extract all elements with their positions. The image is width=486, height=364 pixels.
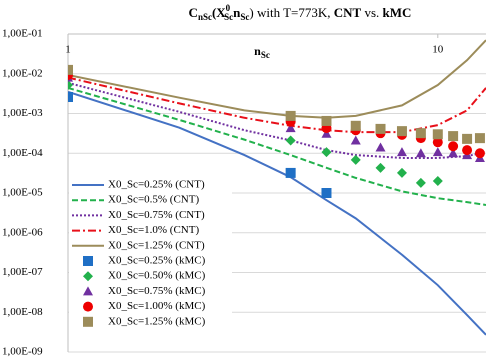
marker: [432, 129, 443, 140]
marker: [83, 271, 93, 282]
marker: [462, 133, 473, 144]
legend-label: X0_Sc=0.50% (kMC): [108, 270, 206, 282]
y-tick-label: 1,00E-05: [2, 187, 43, 199]
y-tick-label: 1,00E-01: [2, 28, 43, 40]
marker: [350, 135, 361, 145]
marker: [432, 176, 443, 187]
marker: [396, 147, 407, 157]
marker: [350, 154, 361, 165]
marker: [474, 133, 485, 144]
marker: [350, 120, 361, 131]
y-tick-label: 1,00E-09: [2, 346, 43, 358]
marker: [83, 316, 93, 327]
legend-label: X0_Sc=0.75% (CNT): [108, 209, 205, 221]
marker: [375, 162, 386, 173]
marker: [321, 128, 332, 138]
y-tick-label: 1,00E-04: [2, 147, 43, 159]
marker: [448, 148, 459, 158]
x-tick-label: 1: [65, 44, 71, 56]
marker: [285, 135, 296, 146]
marker: [448, 141, 459, 152]
legend-label: X0_Sc=1.0% (CNT): [108, 224, 199, 236]
legend-label: X0_Sc=1.00% (kMC): [108, 300, 206, 312]
marker: [68, 64, 73, 75]
marker: [83, 286, 93, 296]
legend-label: X0_Sc=1.25% (kMC): [108, 315, 206, 327]
marker: [396, 167, 407, 178]
marker: [462, 145, 473, 156]
marker: [321, 147, 332, 158]
marker: [285, 123, 296, 133]
line-series: [68, 39, 486, 119]
y-tick-label: 1,00E-06: [2, 226, 43, 238]
marker: [448, 131, 459, 142]
line-series: [68, 76, 486, 134]
legend-label: X0_Sc=0.5% (CNT): [108, 194, 199, 206]
line-series: [68, 90, 486, 336]
legend-label: X0_Sc=0.25% (CNT): [108, 179, 205, 191]
y-tick-label: 1,00E-08: [2, 306, 43, 318]
legend-box: [69, 176, 232, 331]
marker: [396, 126, 407, 137]
x-axis-label: nSc: [254, 44, 270, 60]
marker: [321, 115, 332, 126]
marker: [285, 110, 296, 121]
marker: [375, 123, 386, 134]
marker: [415, 148, 426, 158]
marker: [375, 142, 386, 152]
legend-label: X0_Sc=1.25% (CNT): [108, 239, 205, 251]
marker: [415, 128, 426, 139]
y-tick-label: 1,00E-02: [2, 67, 43, 79]
legend-label: X0_Sc=0.75% (kMC): [108, 285, 206, 297]
legend-label: X0_Sc=0.25% (kMC): [108, 255, 206, 267]
marker: [68, 80, 73, 91]
marker: [474, 148, 485, 159]
marker: [432, 147, 443, 157]
marker: [285, 167, 296, 178]
x-tick-label: 10: [432, 44, 444, 56]
marker: [83, 301, 93, 312]
marker: [432, 137, 443, 148]
chart-title: CnSc(X0 ScnSc) with T=773K, CNT vs. kMC: [189, 3, 412, 22]
y-tick-label: 1,00E-03: [2, 107, 43, 119]
marker: [321, 188, 332, 198]
marker: [68, 92, 73, 103]
marker: [83, 256, 93, 266]
y-tick-label: 1,00E-07: [2, 266, 43, 278]
marker: [415, 177, 426, 188]
line-series: [68, 86, 486, 206]
